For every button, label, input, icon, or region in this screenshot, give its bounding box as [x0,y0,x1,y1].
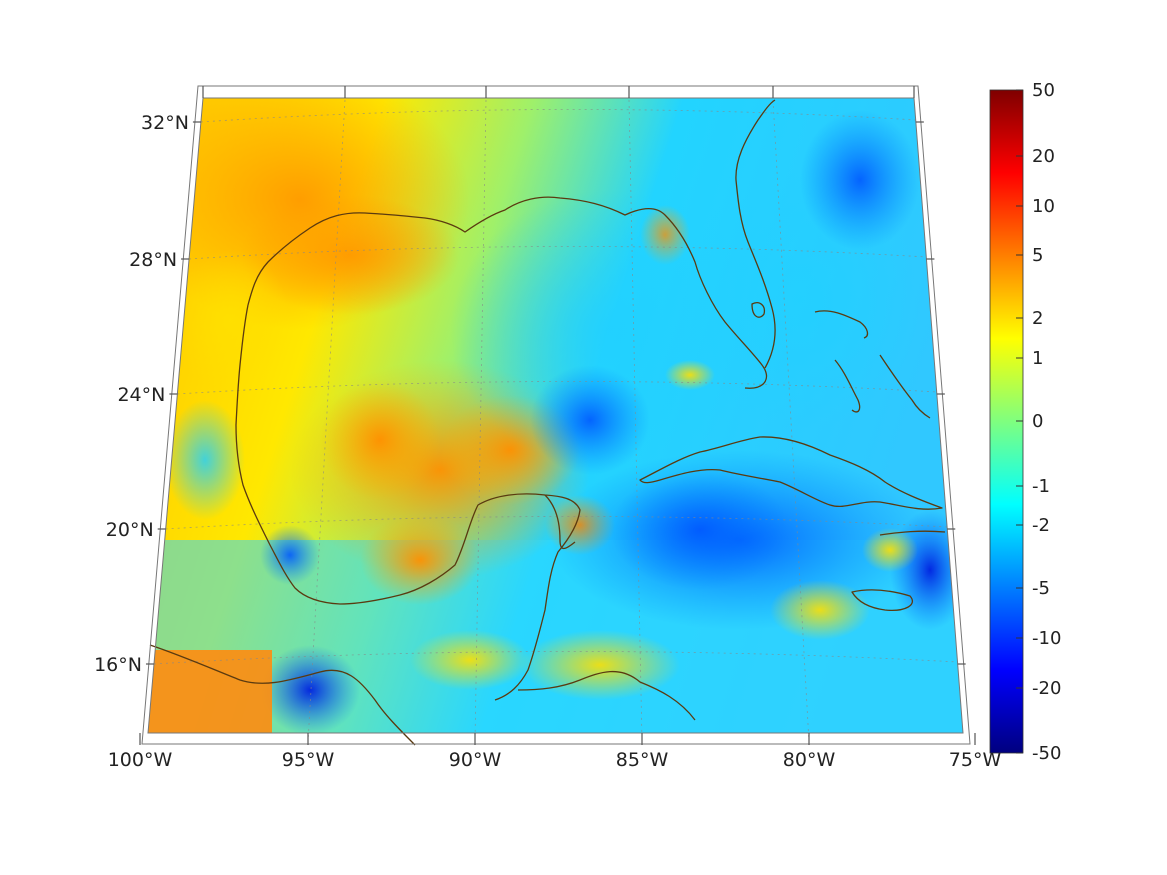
map-frame [141,85,971,745]
lon-gridline [307,99,346,743]
colorbar-tick-label: 5 [1032,245,1043,266]
lon-label: 100°W [108,749,173,771]
lat-label: 16°N [94,654,142,676]
latitude-labels: 32°N 28°N 24°N 20°N 16°N [94,112,189,676]
colorbar-tick-label: 1 [1032,348,1043,369]
map-frame-ticks [139,86,976,745]
lon-gridline [772,99,810,743]
colorbar-tick-label: -5 [1032,578,1050,599]
lon-label: 80°W [783,749,836,771]
colorbar-tick-label: 0 [1032,411,1043,432]
lat-label: 28°N [129,249,177,271]
lon-gridline [628,99,643,743]
lon-label: 85°W [616,749,669,771]
lat-gridline [200,109,916,123]
map-data-field [148,98,963,733]
lat-label: 32°N [141,112,189,134]
lon-label: 90°W [449,749,502,771]
colorbar-tick-label: 20 [1032,146,1055,167]
lat-label: 20°N [106,519,154,541]
colorbar-tick-label: -50 [1032,743,1061,764]
colorbar-tick-label: -20 [1032,678,1061,699]
colorbar-tick-label: -1 [1032,476,1050,497]
colorbar-tick-label: -2 [1032,515,1050,536]
lat-gridline [153,651,958,665]
colorbar-tick-label: 50 [1032,80,1055,101]
lon-label: 95°W [282,749,335,771]
lon-label: 75°W [949,749,1002,771]
lon-gridline [474,99,487,743]
longitude-labels: 100°W 95°W 90°W 85°W 80°W 75°W [108,749,1002,771]
colorbar-tick-label: 10 [1032,196,1055,217]
lat-gridline [177,381,937,395]
colorbar-tick-label: -10 [1032,628,1061,649]
lat-label: 24°N [117,384,165,406]
colorbar-tick-label: 2 [1032,308,1043,329]
coastlines [149,99,946,746]
